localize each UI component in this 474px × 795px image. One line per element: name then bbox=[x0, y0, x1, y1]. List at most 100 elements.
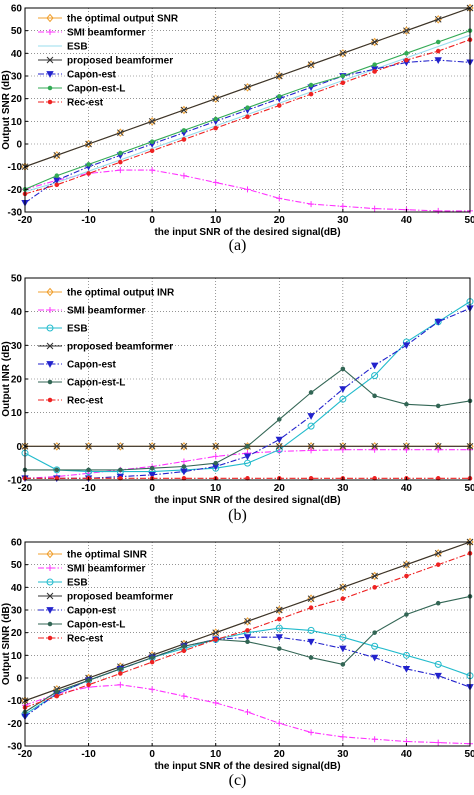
data-point bbox=[404, 573, 409, 579]
data-point bbox=[371, 642, 379, 650]
data-point bbox=[213, 116, 219, 122]
data-point bbox=[212, 629, 220, 637]
data-point bbox=[245, 628, 250, 633]
data-point bbox=[86, 467, 91, 473]
data-point bbox=[117, 681, 124, 688]
data-point bbox=[371, 442, 378, 450]
legend-label: proposed beamformer bbox=[67, 342, 173, 353]
data-point bbox=[86, 682, 91, 688]
x-tick-label: 10 bbox=[210, 483, 222, 494]
legend-label: Capon-est bbox=[67, 606, 117, 617]
data-point bbox=[180, 468, 188, 476]
data-point bbox=[149, 655, 155, 660]
legend-marker bbox=[46, 342, 54, 350]
legend-marker bbox=[47, 397, 53, 403]
y-tick-label: 60 bbox=[11, 4, 23, 15]
data-point bbox=[275, 606, 283, 614]
data-point bbox=[370, 654, 379, 662]
x-tick-label: 40 bbox=[401, 215, 413, 226]
legend-marker bbox=[47, 565, 53, 571]
legend-entry: Rec-est bbox=[38, 98, 104, 109]
y-tick-label: 30 bbox=[11, 72, 23, 83]
data-point bbox=[276, 646, 282, 651]
data-point bbox=[118, 666, 123, 672]
data-point bbox=[372, 585, 377, 590]
data-point bbox=[149, 148, 155, 154]
data-point bbox=[404, 57, 409, 63]
data-point bbox=[435, 562, 441, 567]
x-tick-label: 10 bbox=[210, 215, 222, 226]
data-point bbox=[275, 436, 283, 444]
legend-entry: proposed beamformer bbox=[38, 342, 173, 353]
axes-frame bbox=[24, 7, 471, 213]
data-point bbox=[371, 38, 378, 46]
data-point bbox=[54, 693, 60, 699]
data-point bbox=[117, 442, 124, 450]
y-axis-label: Output SINR (dB) bbox=[1, 603, 12, 685]
legend-marker bbox=[46, 324, 54, 332]
data-point bbox=[149, 167, 156, 174]
data-point bbox=[404, 612, 409, 617]
y-tick-label: -30 bbox=[8, 208, 23, 219]
data-point bbox=[402, 342, 411, 350]
data-point bbox=[339, 645, 347, 653]
y-tick-label: 10 bbox=[11, 408, 23, 419]
data-point bbox=[245, 114, 250, 120]
data-point bbox=[435, 446, 442, 453]
axes-frame bbox=[24, 541, 471, 747]
legend-label: ESB bbox=[67, 578, 88, 589]
data-point bbox=[404, 51, 409, 56]
legend-marker bbox=[46, 71, 54, 78]
x-tick-label: 40 bbox=[401, 749, 413, 760]
data-point bbox=[213, 637, 219, 642]
series-rec-est bbox=[22, 551, 473, 710]
y-tick-label: 30 bbox=[11, 341, 23, 352]
series-line bbox=[24, 684, 471, 745]
data-point bbox=[371, 205, 378, 212]
data-point bbox=[85, 442, 92, 450]
data-point bbox=[435, 39, 441, 45]
legend-marker bbox=[46, 13, 54, 23]
y-tick-label: 50 bbox=[11, 274, 23, 285]
series-esb bbox=[24, 34, 471, 193]
y-tick-label: -10 bbox=[8, 476, 23, 487]
figure-caption: (b) bbox=[228, 507, 247, 524]
data-point bbox=[339, 203, 346, 210]
series-line bbox=[24, 301, 471, 473]
data-point bbox=[403, 27, 410, 35]
legend-entry: Capon-est-L bbox=[38, 84, 125, 95]
data-point bbox=[276, 417, 282, 422]
data-point bbox=[307, 61, 315, 69]
data-point bbox=[276, 720, 283, 727]
legend-entry: SMI beamformer bbox=[38, 564, 145, 575]
y-axis-label: Output SNR (dB) bbox=[1, 70, 12, 149]
y-tick-label: 50 bbox=[11, 560, 23, 571]
data-point bbox=[275, 624, 283, 632]
legend-marker bbox=[46, 549, 54, 559]
data-point bbox=[245, 105, 250, 111]
x-tick-label: 20 bbox=[274, 215, 286, 226]
legend-label: Capon-est bbox=[67, 360, 117, 371]
legend-entry: Rec-est bbox=[38, 634, 104, 645]
data-point bbox=[339, 386, 347, 393]
data-point bbox=[434, 549, 442, 557]
legend-marker bbox=[47, 99, 53, 105]
data-point bbox=[116, 442, 125, 451]
y-tick-label: 20 bbox=[11, 94, 23, 105]
data-point bbox=[148, 442, 156, 451]
data-point bbox=[372, 69, 377, 74]
figure-caption: (c) bbox=[229, 772, 247, 789]
series-line bbox=[25, 307, 471, 479]
data-point bbox=[308, 655, 314, 660]
data-point bbox=[85, 140, 92, 148]
data-point bbox=[54, 689, 60, 694]
data-point bbox=[180, 693, 187, 700]
data-point bbox=[180, 458, 187, 465]
data-point bbox=[180, 172, 187, 179]
data-point bbox=[434, 318, 442, 326]
y-tick-label: -10 bbox=[8, 162, 23, 173]
data-point bbox=[180, 442, 188, 451]
legend-marker bbox=[47, 379, 53, 385]
data-point bbox=[213, 125, 219, 131]
